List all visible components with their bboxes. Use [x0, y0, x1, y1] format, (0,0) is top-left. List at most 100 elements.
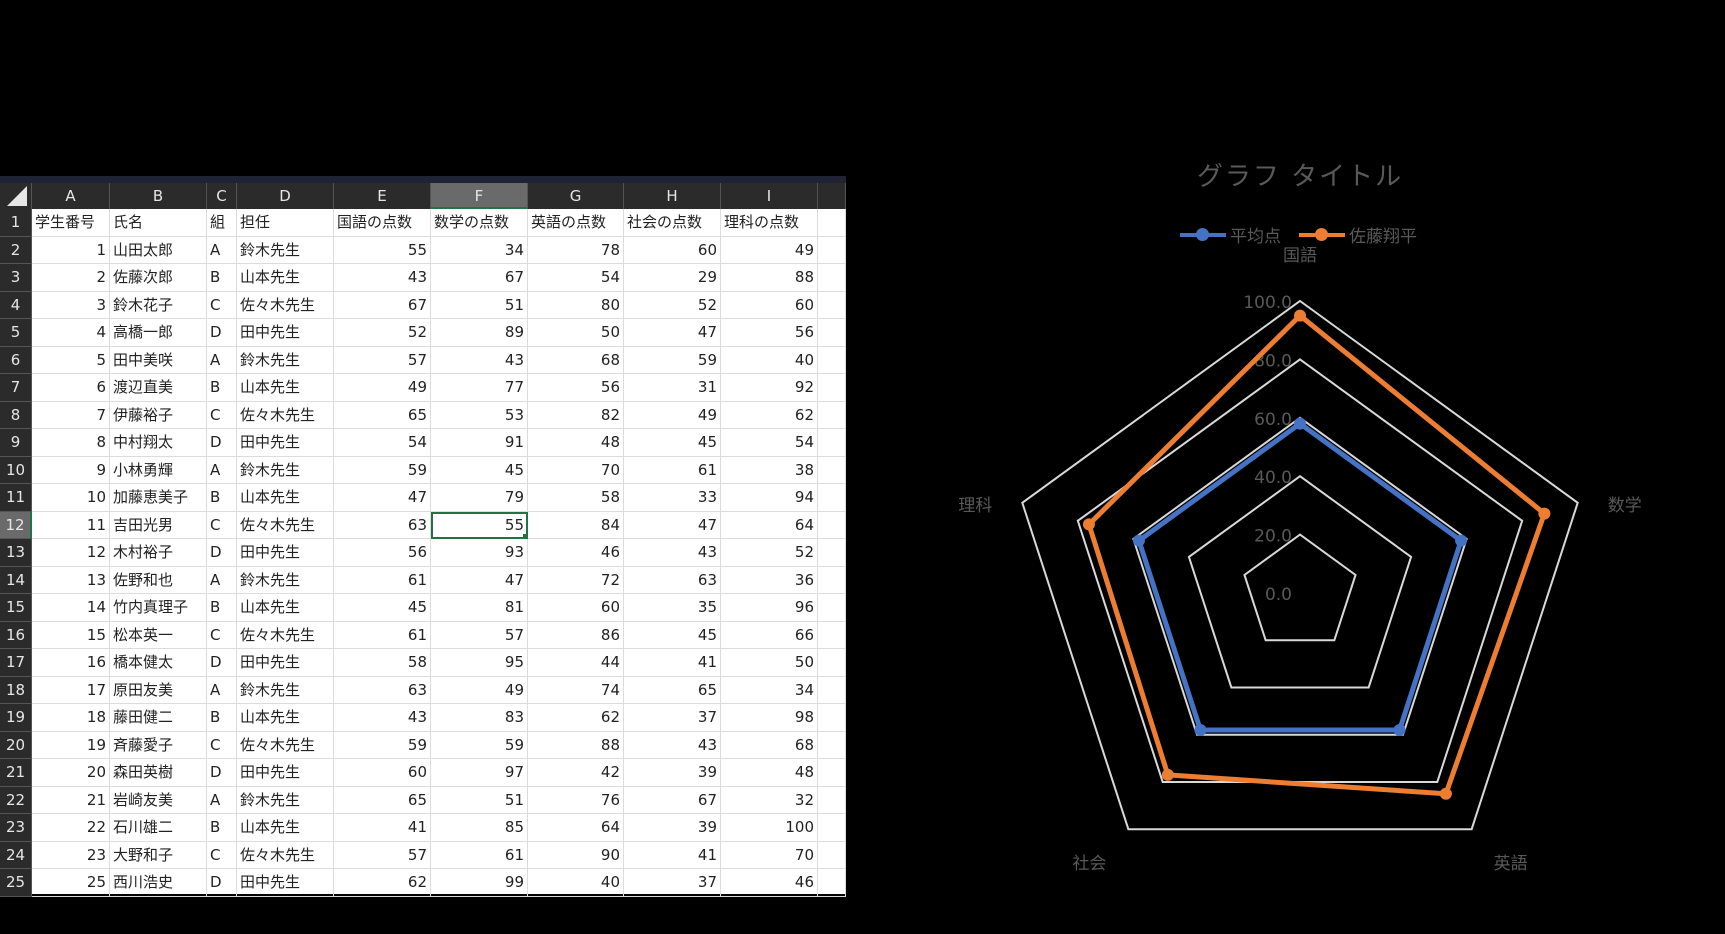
row-header[interactable]: 4	[0, 291, 32, 319]
cell-A11[interactable]: 10	[32, 484, 110, 512]
cell-G8[interactable]: 82	[528, 401, 624, 429]
cell-F3[interactable]: 67	[431, 264, 528, 292]
cell-C21[interactable]: D	[207, 759, 237, 787]
cell-C15[interactable]: B	[207, 594, 237, 622]
cell-x16[interactable]	[818, 621, 846, 649]
cell-E14[interactable]: 61	[334, 566, 431, 594]
cell-G14[interactable]: 72	[528, 566, 624, 594]
cell-D23[interactable]: 山本先生	[237, 814, 334, 842]
row-header[interactable]: 21	[0, 759, 32, 787]
cell-C8[interactable]: C	[207, 401, 237, 429]
cell-F9[interactable]: 91	[431, 429, 528, 457]
cell-H11[interactable]: 33	[624, 484, 721, 512]
cell-G25[interactable]: 40	[528, 869, 624, 897]
cell-D1[interactable]: 担任	[237, 209, 334, 237]
data-point-marker[interactable]	[1455, 534, 1468, 547]
cell-E7[interactable]: 49	[334, 374, 431, 402]
cell-H8[interactable]: 49	[624, 401, 721, 429]
row-header[interactable]: 1	[0, 209, 32, 237]
cell-C12[interactable]: C	[207, 511, 237, 539]
cell-H7[interactable]: 31	[624, 374, 721, 402]
cell-F21[interactable]: 97	[431, 759, 528, 787]
cell-A7[interactable]: 6	[32, 374, 110, 402]
cell-H13[interactable]: 43	[624, 539, 721, 567]
cell-A21[interactable]: 20	[32, 759, 110, 787]
cell-H2[interactable]: 60	[624, 236, 721, 264]
cell-F17[interactable]: 95	[431, 649, 528, 677]
cell-I8[interactable]: 62	[721, 401, 818, 429]
row-header[interactable]: 11	[0, 484, 32, 512]
data-point-marker[interactable]	[1294, 309, 1306, 322]
cell-G21[interactable]: 42	[528, 759, 624, 787]
cell-x20[interactable]	[818, 731, 846, 759]
cell-x10[interactable]	[818, 456, 846, 484]
cell-G1[interactable]: 英語の点数	[528, 209, 624, 237]
cell-B15[interactable]: 竹内真理子	[110, 594, 207, 622]
cell-I14[interactable]: 36	[721, 566, 818, 594]
series-line[interactable]	[1136, 421, 1464, 733]
cell-H1[interactable]: 社会の点数	[624, 209, 721, 237]
cell-B1[interactable]: 氏名	[110, 209, 207, 237]
data-point-marker[interactable]	[1538, 507, 1551, 520]
column-header-a[interactable]: A	[32, 183, 110, 209]
cell-D21[interactable]: 田中先生	[237, 759, 334, 787]
column-header-d[interactable]: D	[237, 183, 334, 209]
cell-C19[interactable]: B	[207, 704, 237, 732]
cell-F1[interactable]: 数学の点数	[431, 209, 528, 237]
data-point-marker[interactable]	[1132, 534, 1145, 547]
cell-B9[interactable]: 中村翔太	[110, 429, 207, 457]
cell-x24[interactable]	[818, 841, 846, 869]
cell-A1[interactable]: 学生番号	[32, 209, 110, 237]
row-header[interactable]: 25	[0, 869, 32, 897]
cell-E3[interactable]: 43	[334, 264, 431, 292]
cell-E18[interactable]: 63	[334, 676, 431, 704]
cell-D13[interactable]: 田中先生	[237, 539, 334, 567]
cell-G6[interactable]: 68	[528, 346, 624, 374]
cell-A13[interactable]: 12	[32, 539, 110, 567]
cell-x11[interactable]	[818, 484, 846, 512]
cell-A23[interactable]: 22	[32, 814, 110, 842]
cell-E25[interactable]: 62	[334, 869, 431, 897]
cell-E11[interactable]: 47	[334, 484, 431, 512]
column-header-c[interactable]: C	[207, 183, 237, 209]
data-point-marker[interactable]	[1194, 724, 1207, 737]
cell-I4[interactable]: 60	[721, 291, 818, 319]
row-header[interactable]: 5	[0, 319, 32, 347]
cell-x21[interactable]	[818, 759, 846, 787]
cell-H9[interactable]: 45	[624, 429, 721, 457]
cell-E9[interactable]: 54	[334, 429, 431, 457]
cell-C4[interactable]: C	[207, 291, 237, 319]
cell-I16[interactable]: 66	[721, 621, 818, 649]
row-header[interactable]: 14	[0, 566, 32, 594]
cell-C7[interactable]: B	[207, 374, 237, 402]
cell-B25[interactable]: 西川浩史	[110, 869, 207, 897]
cell-A15[interactable]: 14	[32, 594, 110, 622]
row-header[interactable]: 18	[0, 676, 32, 704]
cell-D8[interactable]: 佐々木先生	[237, 401, 334, 429]
cell-x5[interactable]	[818, 319, 846, 347]
row-header[interactable]: 9	[0, 429, 32, 457]
radar-chart[interactable]: グラフ タイトル 平均点 佐藤翔平 0.0 20.0 40.0 60.0 80.0 100…	[940, 130, 1700, 890]
cell-E13[interactable]: 56	[334, 539, 431, 567]
cell-C18[interactable]: A	[207, 676, 237, 704]
cell-D5[interactable]: 田中先生	[237, 319, 334, 347]
row-header[interactable]: 7	[0, 374, 32, 402]
cell-D14[interactable]: 鈴木先生	[237, 566, 334, 594]
cell-H5[interactable]: 47	[624, 319, 721, 347]
row-header[interactable]: 8	[0, 401, 32, 429]
cell-I21[interactable]: 48	[721, 759, 818, 787]
cell-G12[interactable]: 84	[528, 511, 624, 539]
cell-x14[interactable]	[818, 566, 846, 594]
data-point-marker[interactable]	[1439, 787, 1452, 800]
cell-I17[interactable]: 50	[721, 649, 818, 677]
cell-x18[interactable]	[818, 676, 846, 704]
cell-D12[interactable]: 佐々木先生	[237, 511, 334, 539]
column-header-f[interactable]: F	[431, 183, 528, 209]
cell-A16[interactable]: 15	[32, 621, 110, 649]
cell-x22[interactable]	[818, 786, 846, 814]
cell-I3[interactable]: 88	[721, 264, 818, 292]
cell-G16[interactable]: 86	[528, 621, 624, 649]
cell-H15[interactable]: 35	[624, 594, 721, 622]
cell-G10[interactable]: 70	[528, 456, 624, 484]
cell-D2[interactable]: 鈴木先生	[237, 236, 334, 264]
